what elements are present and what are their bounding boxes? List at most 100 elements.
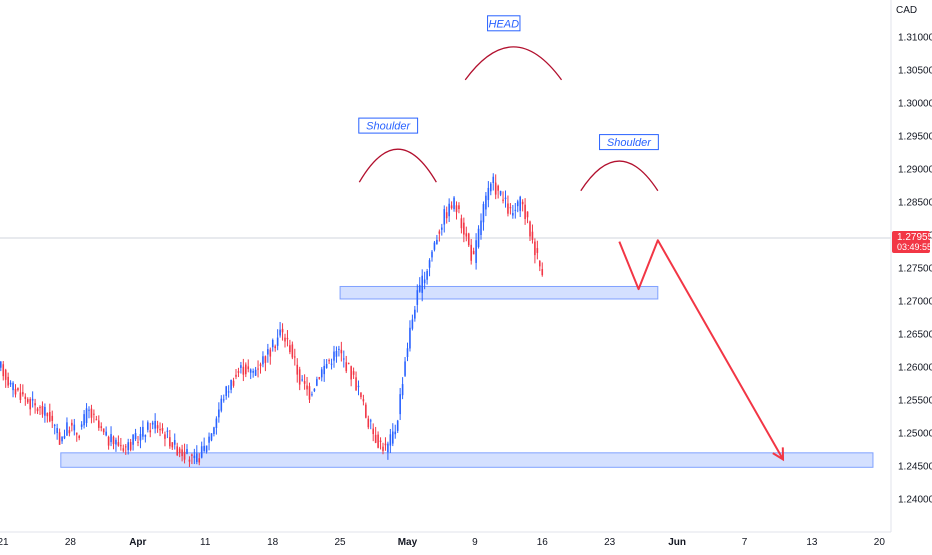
candle-body xyxy=(44,406,46,416)
candle-body xyxy=(306,385,308,390)
candle-body xyxy=(22,392,24,395)
candle-body xyxy=(83,414,85,426)
candle-body xyxy=(267,349,269,355)
candle-body xyxy=(465,233,468,237)
candle-body xyxy=(529,221,531,237)
x-tick-label: 28 xyxy=(65,537,77,548)
candle-body xyxy=(2,364,5,377)
current-price-text: 1.27955 xyxy=(897,232,932,243)
candle-body xyxy=(509,207,512,209)
x-tick-label: May xyxy=(398,537,418,548)
y-tick-label: 1.26500 xyxy=(898,330,932,341)
candle-body xyxy=(154,420,156,429)
candle-body xyxy=(132,434,134,445)
zone-support xyxy=(60,452,874,468)
candle-body xyxy=(377,434,379,448)
candle-body xyxy=(367,418,370,428)
candle-body xyxy=(198,458,201,463)
candle-body xyxy=(409,327,411,349)
candle-body xyxy=(279,329,281,336)
y-tick-label: 1.25500 xyxy=(898,396,932,407)
candle-body xyxy=(330,363,333,365)
candle-body xyxy=(178,448,181,454)
countdown-text: 03:49:55 xyxy=(897,242,932,252)
candle-body xyxy=(196,453,198,462)
candle-body xyxy=(19,392,22,400)
candle-body xyxy=(107,436,110,446)
candle-body xyxy=(323,365,325,375)
candle-body xyxy=(480,220,482,235)
candle-body xyxy=(411,319,414,329)
candle-body xyxy=(458,205,460,210)
candle-body xyxy=(328,360,330,362)
currency-label: CAD xyxy=(896,5,917,16)
x-tick-label: 16 xyxy=(537,537,549,548)
candle-body xyxy=(526,211,529,218)
candle-body xyxy=(418,285,421,292)
candle-body xyxy=(247,366,250,370)
candle-body xyxy=(222,399,225,401)
candle-body xyxy=(497,185,499,191)
candle-body xyxy=(58,432,61,445)
x-tick-label: 25 xyxy=(334,537,346,548)
candle-body xyxy=(124,446,127,448)
candle-body xyxy=(347,362,350,364)
candle-body xyxy=(78,435,80,439)
candle-body xyxy=(453,197,455,210)
candle-body xyxy=(394,431,397,435)
candle-body xyxy=(61,436,63,442)
projection-arrowhead xyxy=(772,447,785,462)
zone-neckline xyxy=(339,285,659,300)
y-tick-label: 1.30500 xyxy=(898,66,932,77)
candle-body xyxy=(203,445,205,451)
candle-body xyxy=(490,183,492,192)
candle-body xyxy=(450,205,453,209)
candle-body xyxy=(115,439,117,445)
candle-body xyxy=(245,364,247,375)
candle-body xyxy=(382,446,384,452)
candle-body xyxy=(521,201,524,205)
candle-body xyxy=(63,435,66,439)
candle-body xyxy=(235,374,237,377)
candle-body xyxy=(151,422,154,425)
candle-body xyxy=(325,364,328,368)
candle-body xyxy=(433,242,436,250)
candle-body xyxy=(213,427,215,435)
candle-body xyxy=(291,344,294,358)
y-tick-label: 1.24500 xyxy=(898,462,932,473)
candle-body xyxy=(406,348,409,358)
candle-body xyxy=(519,196,521,211)
candle-body xyxy=(66,422,68,436)
candle-body xyxy=(68,430,71,434)
candle-body xyxy=(210,433,213,441)
candle-body xyxy=(41,406,44,415)
candle-body xyxy=(384,443,387,446)
candle-body xyxy=(281,328,284,333)
candle-body xyxy=(252,371,254,373)
x-tick-label: 11 xyxy=(200,537,211,548)
x-tick-label: 13 xyxy=(806,537,818,548)
candle-body xyxy=(320,369,323,378)
candle-body xyxy=(318,377,321,379)
candle-body xyxy=(487,187,490,201)
candle-body xyxy=(269,349,272,357)
candle-body xyxy=(445,212,448,219)
annotation-label-1: HEAD xyxy=(488,18,519,30)
candle-body xyxy=(56,428,58,434)
candle-body xyxy=(470,244,472,261)
candle-body xyxy=(404,361,406,376)
candle-body xyxy=(102,428,105,433)
candle-body xyxy=(536,248,539,253)
candle-body xyxy=(308,386,311,400)
candle-body xyxy=(335,350,338,357)
candle-body xyxy=(26,399,29,403)
candle-body xyxy=(271,340,274,348)
candle-body xyxy=(90,408,93,418)
candle-body xyxy=(149,430,152,433)
candle-body xyxy=(345,362,348,372)
candle-body xyxy=(100,426,103,428)
candle-body xyxy=(392,431,394,444)
candle-body xyxy=(85,408,88,424)
candle-body xyxy=(274,346,276,349)
